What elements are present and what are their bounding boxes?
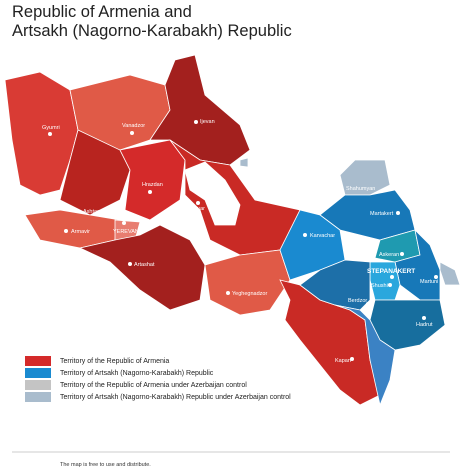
legend-label: Territory of the Republic of Armenia bbox=[60, 358, 169, 365]
city-label: Vanadzor bbox=[122, 123, 145, 129]
city-label: Kapan bbox=[335, 358, 351, 364]
city-label: Shushi bbox=[371, 283, 388, 289]
city-label: Askeran bbox=[379, 252, 399, 258]
city-label: Martuni bbox=[420, 279, 438, 285]
legend: Territory of the Republic of Armenia Ter… bbox=[25, 356, 291, 402]
city-label: Shahumyan bbox=[346, 186, 375, 192]
legend-label: Territory of Artsakh (Nagorno-Karabakh) … bbox=[60, 370, 214, 377]
city-labels: Gyumri Vanadzor Ijevan Hrazdan Gavar Ash… bbox=[42, 119, 438, 364]
city-label: Gavar bbox=[190, 206, 205, 212]
artsakh-regions bbox=[279, 159, 461, 407]
city-label: Berdzor bbox=[348, 298, 367, 304]
city-label: Ijevan bbox=[200, 119, 215, 125]
legend-label: Territory of Artsakh (Nagorno-Karabakh) … bbox=[60, 394, 291, 401]
city-label: Hrazdan bbox=[142, 182, 163, 188]
armenia-regions bbox=[4, 54, 381, 406]
city-label: Karvachar bbox=[310, 233, 335, 239]
footer-note: The map is free to use and distribute. bbox=[60, 462, 151, 468]
city-label: Armavir bbox=[71, 229, 90, 235]
title-line: Republic of Armenia and bbox=[12, 3, 192, 21]
city-label: Martakert bbox=[370, 211, 394, 217]
city-label: Hadrut bbox=[416, 322, 433, 328]
city-label: YEREVAN bbox=[113, 229, 139, 235]
capital-label: STEPANAKERT bbox=[367, 268, 415, 275]
city-label: Artashat bbox=[134, 262, 155, 268]
legend-label: Territory of the Republic of Armenia und… bbox=[60, 382, 247, 389]
title-line: Artsakh (Nagorno-Karabakh) Republic bbox=[12, 22, 292, 40]
city-label: Ashtarak bbox=[83, 209, 105, 215]
city-label: Gyumri bbox=[42, 125, 60, 131]
city-label: Yeghegnadzor bbox=[232, 291, 267, 297]
